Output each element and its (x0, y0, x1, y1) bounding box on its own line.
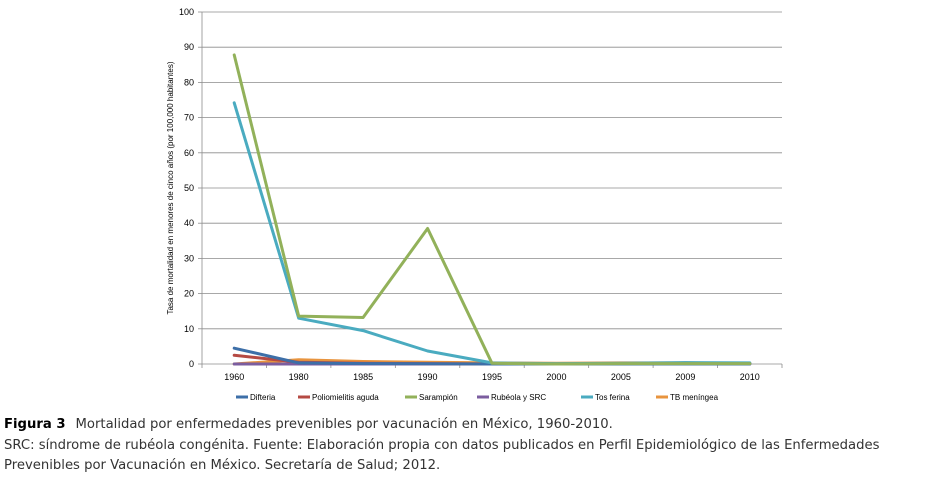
x-tick-label: 1995 (482, 372, 502, 382)
y-tick-label: 0 (189, 359, 194, 369)
x-tick-label: 2009 (675, 372, 695, 382)
series-line-sarampi-n (232, 53, 752, 366)
series-line-tos-ferina (232, 101, 752, 366)
y-axis-label: Tasa de mortalidad en menores de cinco a… (166, 61, 175, 314)
y-tick-label: 40 (184, 218, 194, 228)
y-tick-label: 70 (184, 113, 194, 123)
axes (198, 11, 783, 368)
legend-label: Tos ferina (595, 393, 630, 402)
x-tick-labels: 1960 1980 1985 1990 1995 2000 2005 2009 2010 (224, 372, 760, 382)
y-tick-label: 100 (179, 7, 194, 17)
x-tick-label: 1990 (418, 372, 438, 382)
x-tick-label: 2010 (740, 372, 760, 382)
legend-label: TB meníngea (670, 393, 719, 402)
series-lines (232, 53, 752, 366)
y-tick-label: 30 (184, 253, 194, 263)
y-tick-label: 20 (184, 289, 194, 299)
legend-label: Sarampión (419, 393, 458, 402)
y-tick-label: 90 (184, 42, 194, 52)
legend-label: Poliomielitis aguda (312, 393, 379, 402)
x-tick-label: 1985 (353, 372, 373, 382)
y-tick-label: 80 (184, 77, 194, 87)
figure-title: Mortalidad por enfermedades prevenibles … (75, 417, 613, 432)
x-tick-label: 2000 (546, 372, 566, 382)
x-tick-label: 1960 (224, 372, 244, 382)
y-tick-label: 10 (184, 324, 194, 334)
x-tick-label: 1980 (289, 372, 309, 382)
grid-lines (202, 11, 782, 330)
x-tick-label: 2005 (611, 372, 631, 382)
caption-line-1: Figura 3 Mortalidad por enfermedades prev… (4, 415, 943, 436)
legend-label: Rubéola y SRC (491, 393, 546, 402)
figure-caption: Figura 3 Mortalidad por enfermedades prev… (4, 415, 943, 477)
y-tick-label: 60 (184, 148, 194, 158)
caption-line-2: SRC: síndrome de rubéola congénita. Fuen… (4, 437, 880, 453)
y-tick-label: 50 (184, 183, 194, 193)
legend: Difteria Poliomielitis aguda Sarampión Rubé… (236, 393, 719, 402)
legend-label: Difteria (250, 393, 276, 402)
y-tick-labels: 0 10 20 30 40 50 60 70 80 90 100 (179, 7, 194, 369)
figure-label: Figura 3 (4, 417, 66, 432)
caption-line-3: Prevenibles por Vacunación en México. Se… (4, 458, 441, 473)
